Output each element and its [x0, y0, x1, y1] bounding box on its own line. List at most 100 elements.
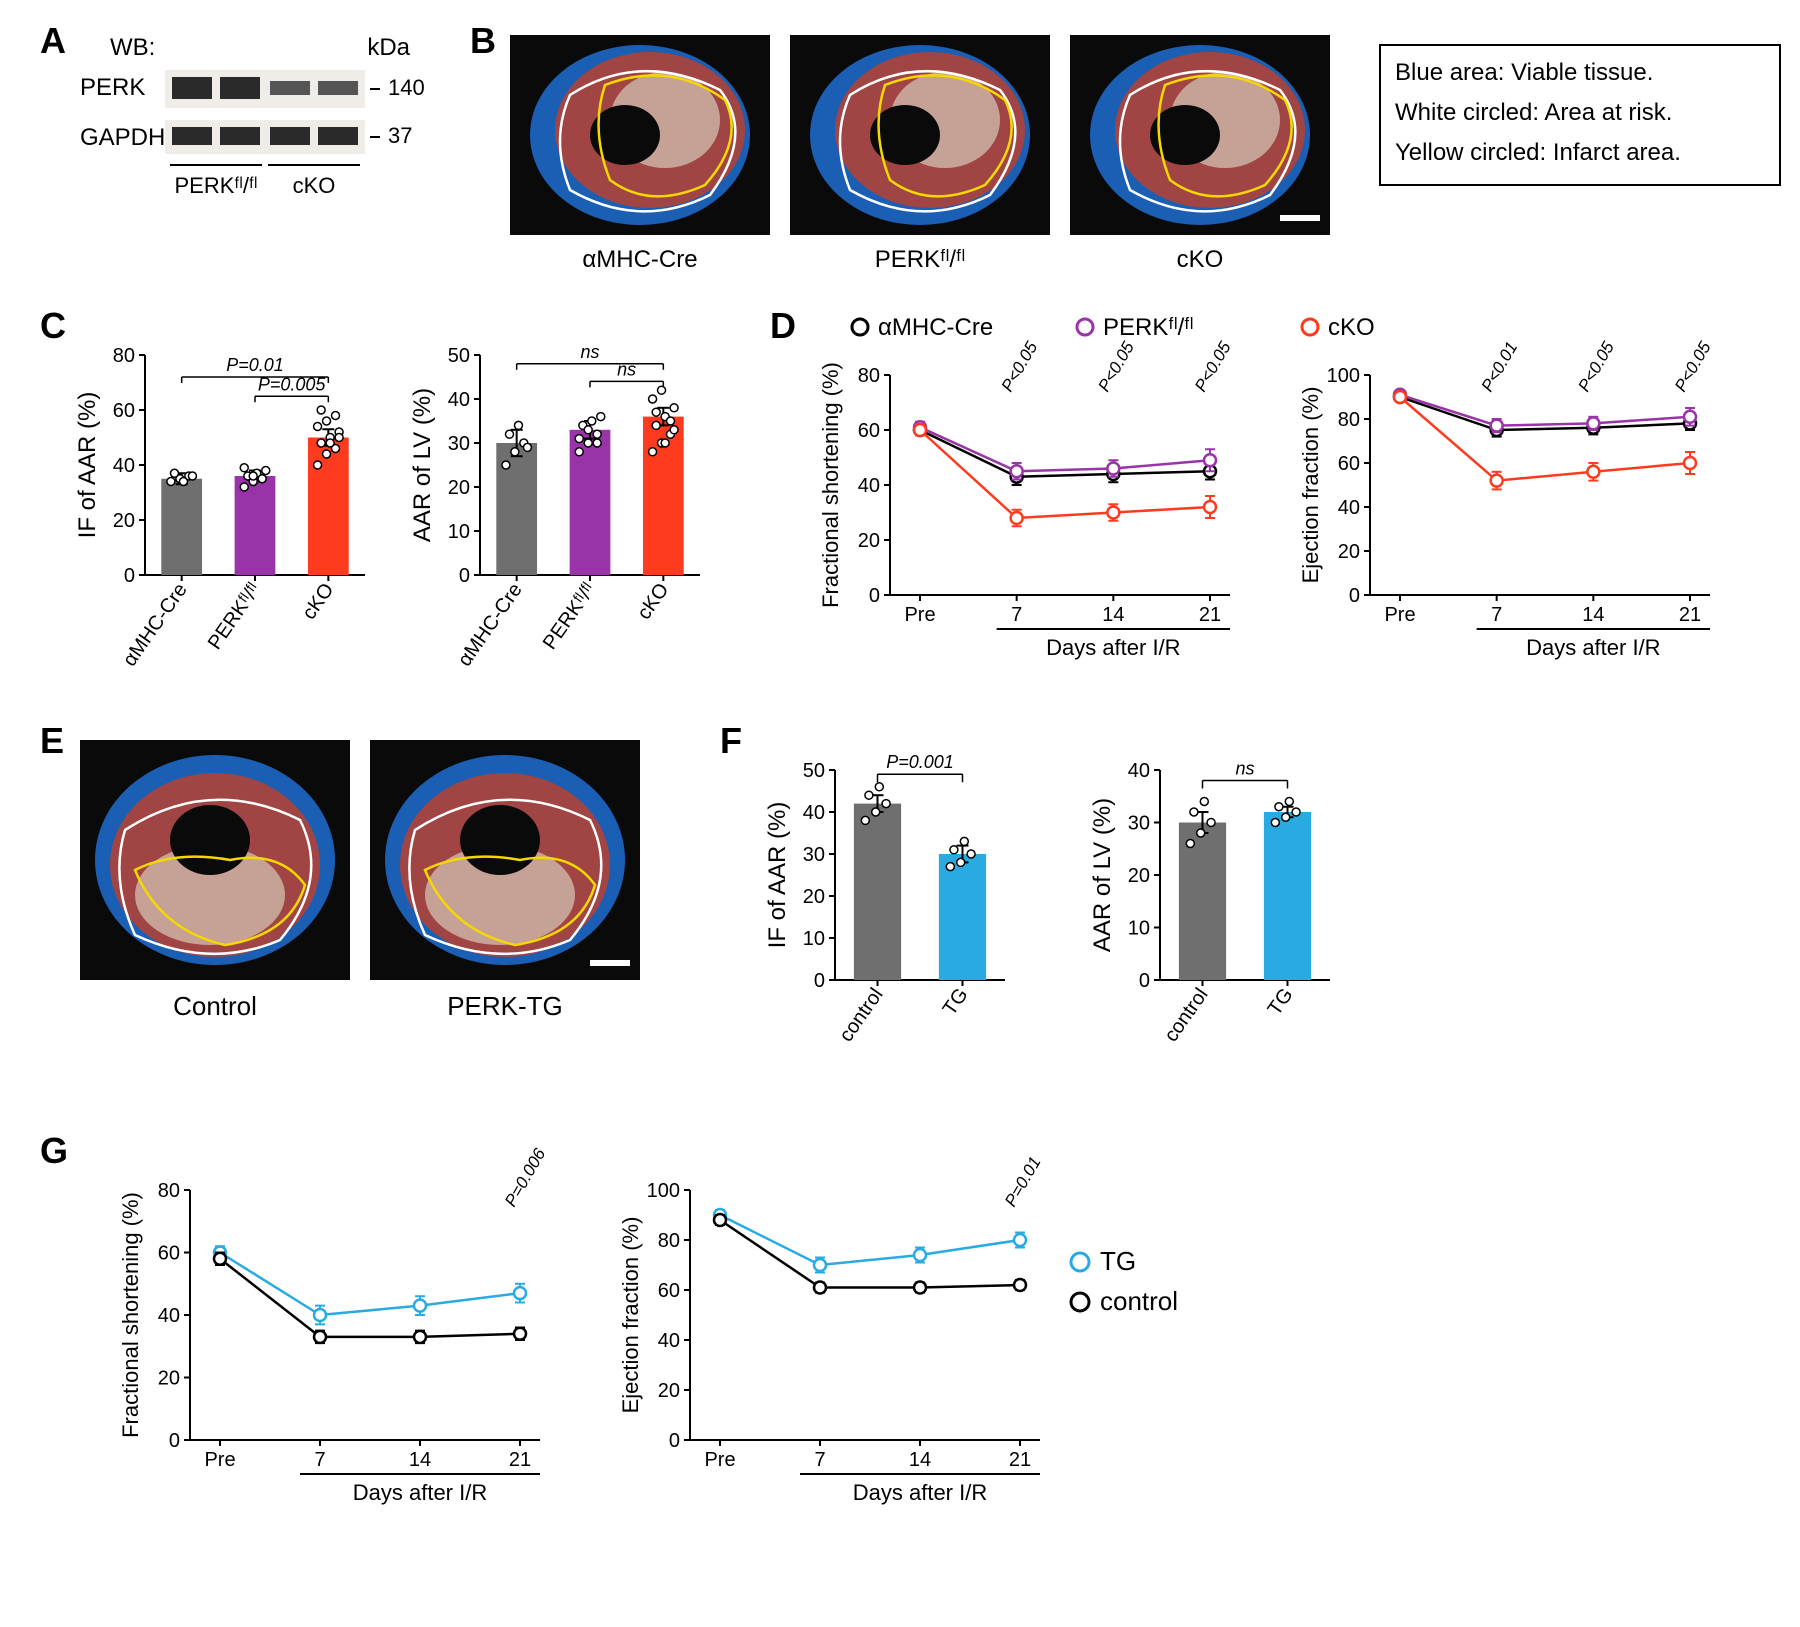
- kda-label: kDa: [367, 34, 410, 61]
- svg-text:0: 0: [124, 565, 135, 587]
- svg-text:P<0.05: P<0.05: [1671, 338, 1715, 395]
- svg-text:Yellow circled: Infarct area.: Yellow circled: Infarct area.: [1395, 139, 1681, 166]
- svg-text:20: 20: [158, 1368, 180, 1390]
- svg-text:20: 20: [858, 530, 880, 552]
- svg-text:20: 20: [658, 1380, 680, 1402]
- svg-text:21: 21: [1679, 604, 1701, 626]
- band: [172, 127, 212, 145]
- svg-text:14: 14: [909, 1449, 931, 1471]
- svg-text:Pre: Pre: [204, 1449, 235, 1471]
- svg-text:ns: ns: [617, 359, 636, 379]
- svg-text:cKO: cKO: [633, 579, 673, 623]
- western-blot: WB: kDa PERK 140 GAPDH 37 PERKᶠˡ/ᶠˡ cKO: [80, 35, 440, 285]
- svg-text:Pre: Pre: [904, 604, 935, 626]
- panel-b-content: αMHC-CrePERKᶠˡ/ᶠˡcKOBlue area: Viable ti…: [510, 35, 1790, 300]
- band: [220, 77, 260, 99]
- svg-text:40: 40: [1338, 497, 1360, 519]
- group-perkfl: PERKᶠˡ/ᶠˡ: [174, 173, 257, 198]
- svg-text:14: 14: [1102, 604, 1124, 626]
- svg-text:Days after I/R: Days after I/R: [1526, 635, 1660, 660]
- svg-text:80: 80: [658, 1230, 680, 1252]
- panel-d-content: αMHC-CrePERKᶠˡ/ᶠˡcKO020406080Fractional …: [810, 315, 1780, 690]
- svg-text:Fractional shortening (%): Fractional shortening (%): [118, 1192, 143, 1438]
- svg-text:0: 0: [869, 585, 880, 607]
- svg-text:7: 7: [1011, 604, 1022, 626]
- svg-text:0: 0: [1349, 585, 1360, 607]
- wb-label: WB:: [110, 34, 155, 61]
- svg-text:P<0.05: P<0.05: [1094, 338, 1138, 395]
- panel-g-charts: 020406080Fractional shortening (%)Pre714…: [110, 1150, 1210, 1570]
- svg-text:40: 40: [448, 389, 470, 411]
- svg-text:PERK-TG: PERK-TG: [447, 991, 563, 1021]
- svg-text:100: 100: [647, 1180, 680, 1202]
- svg-text:Fractional shortening (%): Fractional shortening (%): [818, 362, 843, 608]
- svg-text:IF of AAR (%): IF of AAR (%): [764, 802, 791, 949]
- svg-text:80: 80: [113, 345, 135, 367]
- svg-text:control: control: [835, 984, 887, 1046]
- panel-f-content: 01020304050IF of AAR (%)controlTGP=0.001…: [760, 740, 1460, 1085]
- svg-text:cKO: cKO: [1328, 314, 1375, 341]
- svg-text:P<0.05: P<0.05: [1574, 338, 1618, 395]
- svg-text:60: 60: [858, 420, 880, 442]
- svg-text:IF of AAR (%): IF of AAR (%): [74, 392, 101, 539]
- svg-text:Pre: Pre: [1384, 604, 1415, 626]
- svg-text:7: 7: [814, 1449, 825, 1471]
- svg-text:P=0.01: P=0.01: [226, 355, 284, 375]
- svg-text:50: 50: [803, 760, 825, 782]
- svg-text:40: 40: [858, 475, 880, 497]
- svg-text:control: control: [1160, 984, 1212, 1046]
- panel-label-g: G: [40, 1130, 68, 1172]
- svg-text:Pre: Pre: [704, 1449, 735, 1471]
- panel-label-e: E: [40, 720, 64, 762]
- svg-text:control: control: [1100, 1286, 1178, 1316]
- panel-f-charts: 01020304050IF of AAR (%)controlTGP=0.001…: [760, 740, 1460, 1080]
- svg-text:20: 20: [1338, 541, 1360, 563]
- svg-text:AAR of LV (%): AAR of LV (%): [409, 388, 436, 542]
- panel-label-b: B: [470, 20, 496, 62]
- svg-text:60: 60: [1338, 453, 1360, 475]
- svg-text:αMHC-Cre: αMHC-Cre: [454, 579, 527, 670]
- band: [172, 77, 212, 99]
- band: [318, 127, 358, 145]
- svg-text:αMHC-Cre: αMHC-Cre: [878, 314, 993, 341]
- panel-label-f: F: [720, 720, 742, 762]
- panel-g-content: 020406080Fractional shortening (%)Pre714…: [110, 1150, 1210, 1575]
- svg-text:White circled: Area at risk.: White circled: Area at risk.: [1395, 99, 1672, 126]
- svg-text:10: 10: [1128, 918, 1150, 940]
- svg-text:20: 20: [803, 886, 825, 908]
- svg-text:cKO: cKO: [1177, 246, 1224, 273]
- band: [270, 81, 310, 95]
- svg-text:P<0.05: P<0.05: [998, 338, 1042, 395]
- svg-text:TG: TG: [1264, 984, 1298, 1019]
- group-cko: cKO: [293, 173, 336, 198]
- svg-text:10: 10: [803, 928, 825, 950]
- svg-text:80: 80: [158, 1180, 180, 1202]
- svg-text:PERKᶠˡ/ᶠˡ: PERKᶠˡ/ᶠˡ: [204, 579, 265, 653]
- svg-text:Days after I/R: Days after I/R: [1046, 635, 1180, 660]
- svg-text:TG: TG: [939, 984, 973, 1019]
- svg-text:0: 0: [1139, 970, 1150, 992]
- svg-text:60: 60: [113, 400, 135, 422]
- svg-text:P<0.01: P<0.01: [1478, 338, 1522, 395]
- svg-text:7: 7: [314, 1449, 325, 1471]
- svg-text:Ejection fraction (%): Ejection fraction (%): [1298, 387, 1323, 584]
- svg-text:60: 60: [658, 1280, 680, 1302]
- svg-text:21: 21: [509, 1449, 531, 1471]
- svg-text:21: 21: [1199, 604, 1221, 626]
- svg-text:P<0.05: P<0.05: [1191, 338, 1235, 395]
- svg-text:40: 40: [158, 1305, 180, 1327]
- svg-text:30: 30: [803, 844, 825, 866]
- svg-text:ns: ns: [1235, 759, 1254, 779]
- panel-a-content: WB: kDa PERK 140 GAPDH 37 PERKᶠˡ/ᶠˡ cKO: [80, 35, 440, 290]
- svg-text:P=0.01: P=0.01: [1001, 1153, 1045, 1210]
- svg-text:50: 50: [448, 345, 470, 367]
- svg-text:20: 20: [448, 477, 470, 499]
- svg-text:14: 14: [409, 1449, 431, 1471]
- svg-text:30: 30: [1128, 813, 1150, 835]
- band: [270, 127, 310, 145]
- svg-text:αMHC-Cre: αMHC-Cre: [119, 579, 192, 670]
- heart-sections-b: αMHC-CrePERKᶠˡ/ᶠˡcKOBlue area: Viable ti…: [510, 35, 1790, 295]
- panel-d-charts: αMHC-CrePERKᶠˡ/ᶠˡcKO020406080Fractional …: [810, 315, 1780, 685]
- svg-text:80: 80: [858, 365, 880, 387]
- panel-e-content: ControlPERK-TG: [80, 740, 670, 1065]
